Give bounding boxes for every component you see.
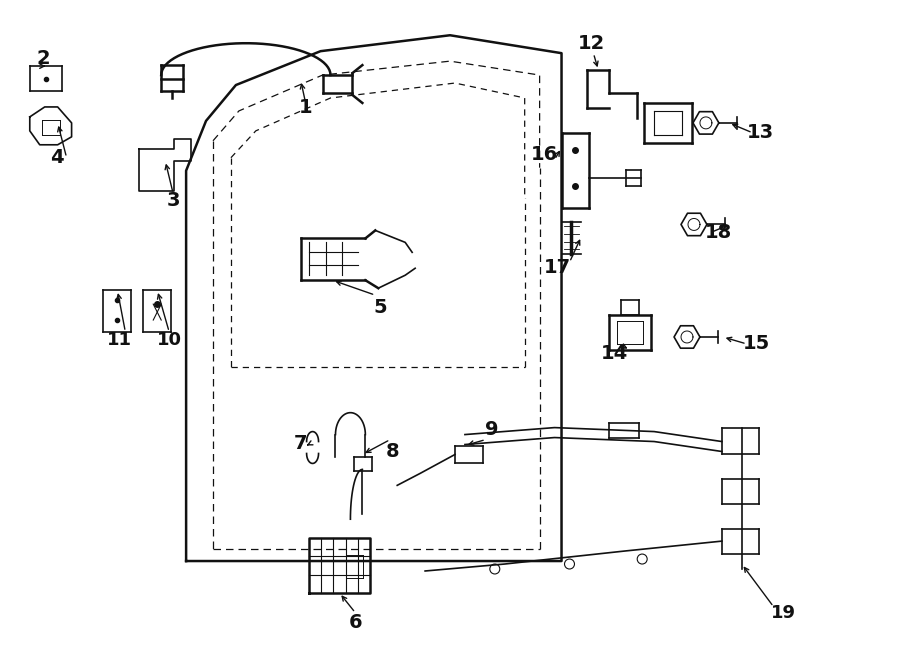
Text: 8: 8 bbox=[385, 442, 399, 461]
Text: 4: 4 bbox=[50, 148, 64, 167]
Text: 2: 2 bbox=[37, 48, 50, 68]
Text: 6: 6 bbox=[348, 613, 362, 632]
Text: 18: 18 bbox=[706, 223, 733, 242]
Text: 7: 7 bbox=[294, 434, 308, 453]
Text: 5: 5 bbox=[374, 298, 387, 316]
Text: 15: 15 bbox=[743, 334, 770, 354]
Text: 11: 11 bbox=[107, 331, 132, 349]
Text: 12: 12 bbox=[578, 34, 605, 53]
Text: 13: 13 bbox=[747, 123, 774, 142]
Text: 16: 16 bbox=[531, 145, 558, 164]
Text: 3: 3 bbox=[166, 191, 180, 210]
Text: 14: 14 bbox=[600, 344, 628, 363]
Text: 10: 10 bbox=[157, 331, 182, 349]
Text: 17: 17 bbox=[544, 258, 572, 277]
Text: 1: 1 bbox=[299, 99, 312, 117]
Text: 19: 19 bbox=[771, 604, 796, 622]
Text: 9: 9 bbox=[485, 420, 499, 439]
